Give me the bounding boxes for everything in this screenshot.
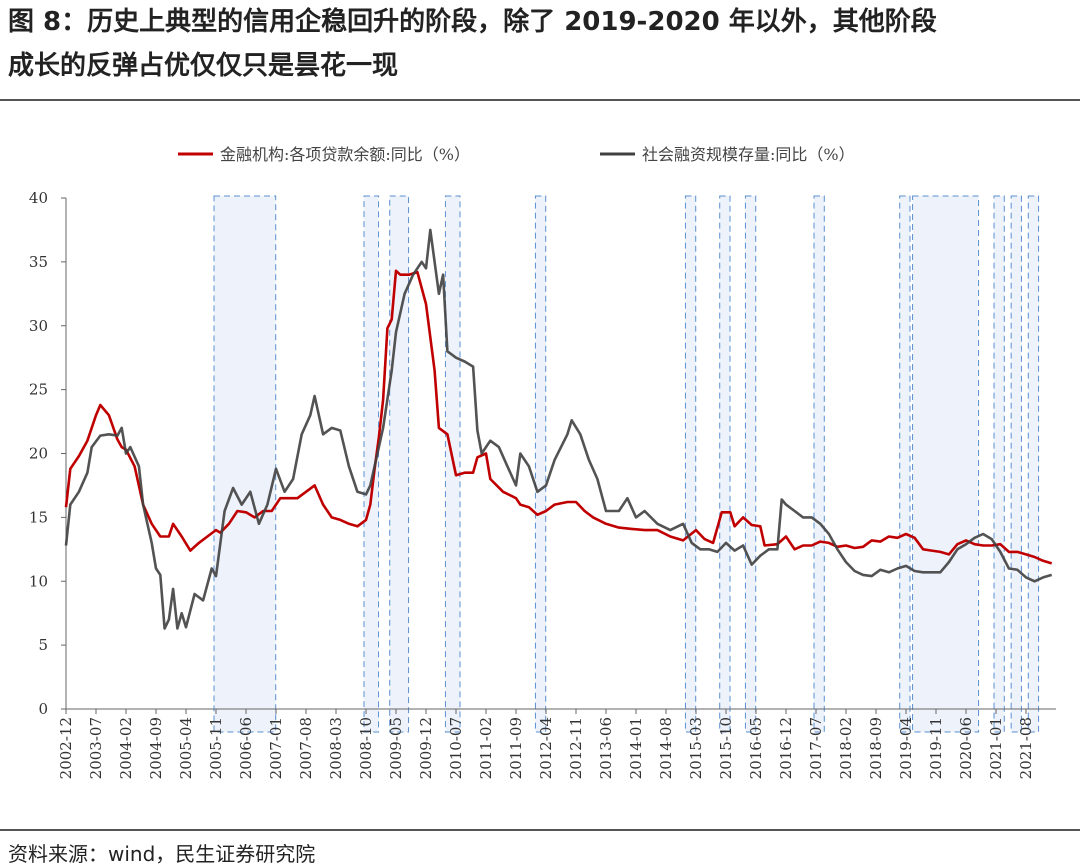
x-tick-label: 2020-06 (957, 717, 975, 779)
highlight-band (912, 195, 980, 733)
x-tick-label: 2016-05 (747, 717, 765, 779)
highlight-band (744, 195, 757, 733)
highlight-band (389, 195, 410, 733)
y-tick-label: 25 (29, 381, 48, 399)
x-tick-label: 2011-02 (477, 717, 495, 779)
x-tick-label: 2004-09 (147, 717, 165, 779)
legend-label-tsf: 社会融资规模存量:同比（%） (642, 145, 855, 164)
line-chart: 金融机构:各项贷款余额:同比（%） 社会融资规模存量:同比（%） 0 5 10 15 2… (29, 145, 1056, 779)
highlight-band (719, 195, 731, 733)
top-rule (0, 99, 1080, 101)
x-tick-label: 2002-12 (57, 717, 75, 779)
highlight-band (684, 195, 697, 733)
figure-title-line1: 图 8：历史上典型的信用企稳回升的阶段，除了 2019-2020 年以外，其他阶… (8, 7, 937, 37)
x-tick-label: 2021-08 (1017, 717, 1035, 779)
highlight-bands (213, 195, 1040, 733)
x-tick-label: 2008-03 (327, 717, 345, 779)
x-tick-label: 2015-10 (717, 717, 735, 779)
x-tick-label: 2008-10 (357, 717, 375, 779)
y-tick-label: 10 (29, 572, 48, 590)
x-tick-label: 2009-12 (417, 717, 435, 779)
legend-label-loans: 金融机构:各项贷款余额:同比（%） (220, 145, 470, 164)
y-tick-label: 30 (29, 317, 48, 335)
bottom-rule (0, 829, 1080, 831)
x-tick-label: 2014-01 (627, 717, 645, 779)
highlight-band (534, 195, 547, 733)
highlight-band (993, 195, 1005, 733)
x-tick-label: 2013-06 (597, 717, 615, 779)
source-note: 资料来源：wind，民生证券研究院 (8, 842, 316, 866)
highlight-band (1010, 195, 1022, 733)
series-line-tsf (64, 228, 1053, 630)
highlight-band (813, 195, 825, 733)
highlight-band (1027, 195, 1040, 733)
y-tick-label: 35 (29, 253, 48, 271)
y-tick-label: 20 (29, 445, 48, 463)
x-tick-label: 2009-05 (387, 717, 405, 779)
chart-legend: 金融机构:各项贷款余额:同比（%） 社会融资规模存量:同比（%） (178, 145, 855, 164)
x-tick-label: 2012-04 (537, 717, 555, 779)
x-tick-label: 2010-07 (447, 717, 465, 779)
y-tick-label: 5 (38, 636, 48, 654)
series-line-loans (64, 269, 1053, 565)
x-tick-label: 2011-09 (507, 717, 525, 779)
chart-axes: 0 5 10 15 20 25 30 35 40 2002-12 2003-07 2004-02 200… (29, 189, 1056, 779)
x-tick-label: 2007-08 (297, 717, 315, 779)
figure-title: 图 8：历史上典型的信用企稳回升的阶段，除了 2019-2020 年以外，其他阶… (8, 0, 1076, 88)
x-tick-label: 2005-04 (177, 717, 195, 779)
x-tick-label: 2007-01 (267, 717, 285, 779)
x-tick-label: 2019-04 (897, 717, 915, 779)
highlight-band (213, 195, 277, 733)
x-tick-label: 2003-07 (87, 717, 105, 779)
y-tick-label: 40 (29, 189, 48, 207)
x-tick-label: 2018-09 (867, 717, 885, 779)
x-tick-label: 2014-08 (657, 717, 675, 779)
x-tick-label: 2005-11 (207, 717, 225, 779)
y-tick-label: 15 (29, 508, 48, 526)
x-tick-label: 2018-02 (837, 717, 855, 779)
x-tick-label: 2017-07 (807, 717, 825, 779)
highlight-band (899, 195, 911, 733)
x-tick-label: 2012-11 (567, 717, 585, 779)
x-tick-label: 2021-01 (987, 717, 1005, 779)
chart-series (64, 228, 1053, 630)
figure-title-line2: 成长的反弹占优仅仅只是昙花一现 (8, 51, 399, 81)
x-tick-label: 2006-06 (237, 717, 255, 779)
highlight-band (363, 195, 380, 733)
x-tick-label: 2019-11 (927, 717, 945, 779)
x-tick-label: 2015-03 (687, 717, 705, 779)
x-tick-label: 2016-12 (777, 717, 795, 779)
y-tick-label: 0 (38, 700, 48, 718)
x-tick-label: 2004-02 (117, 717, 135, 779)
